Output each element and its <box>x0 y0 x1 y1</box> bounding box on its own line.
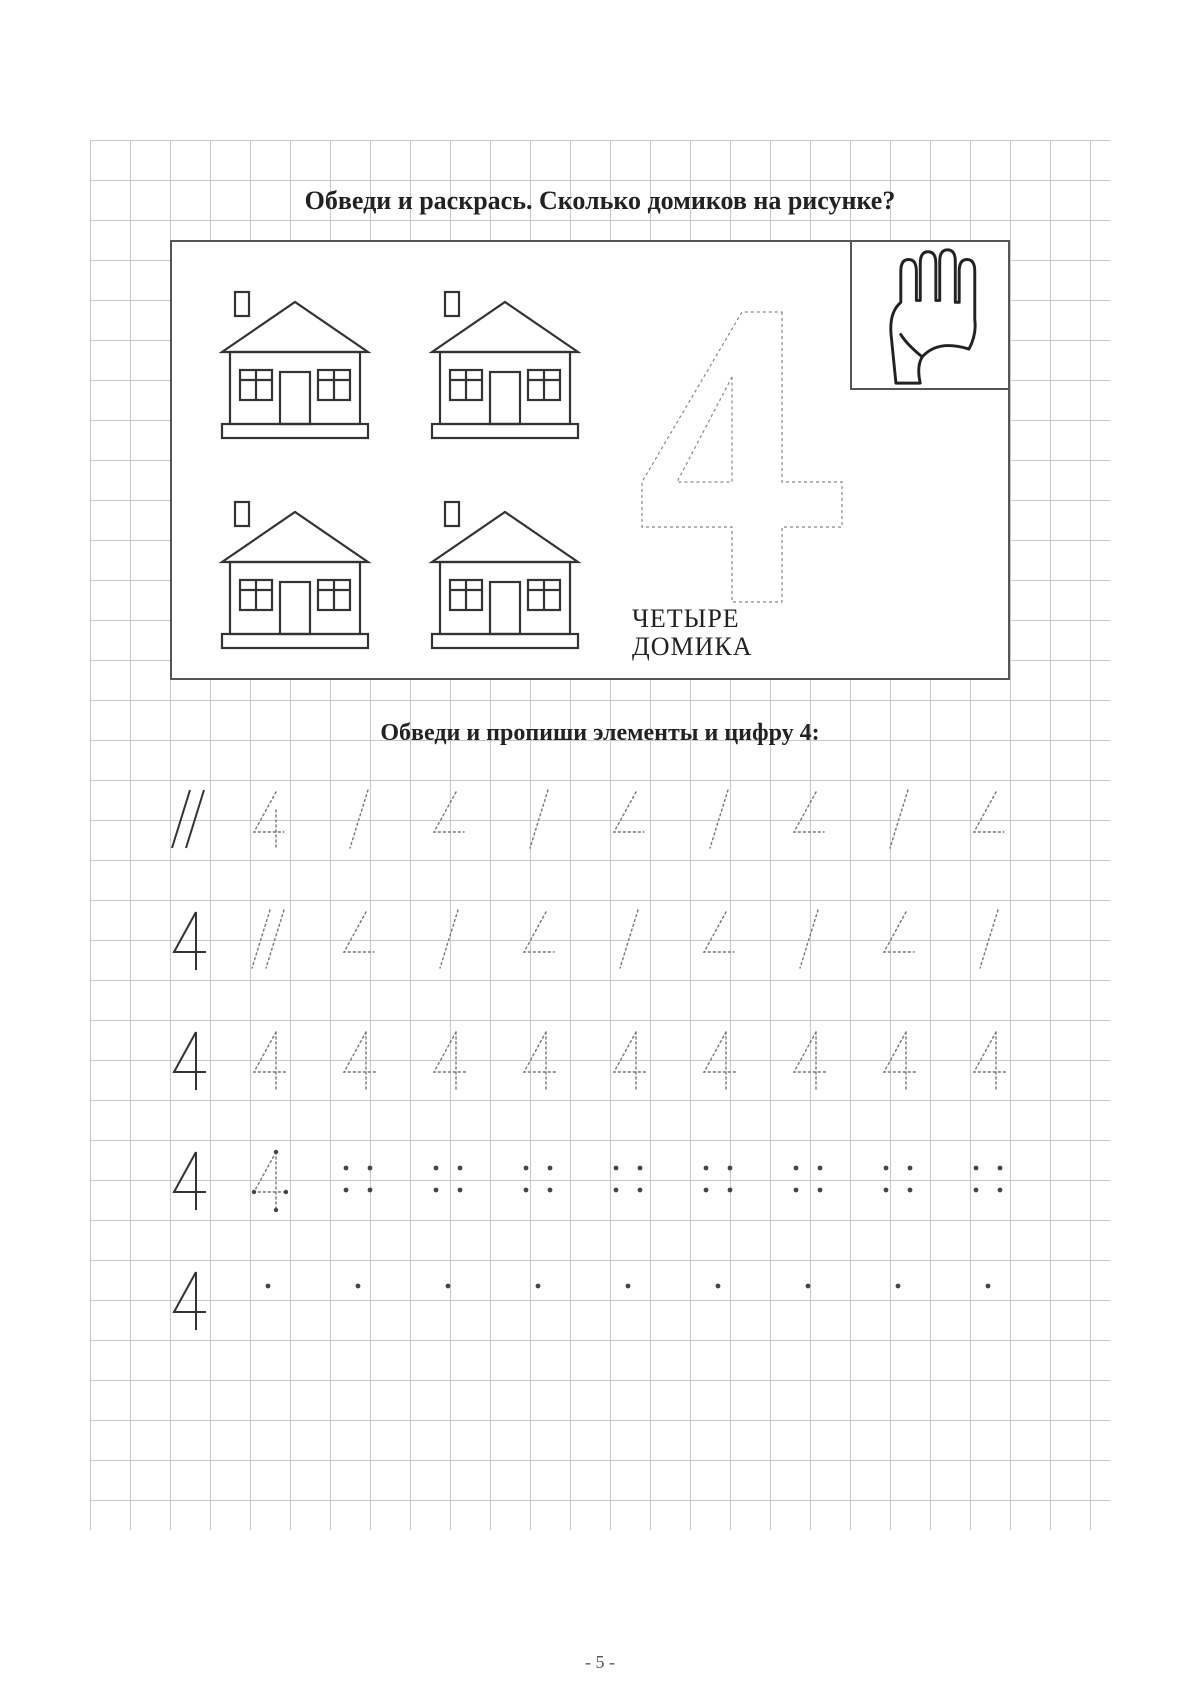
practice-glyph <box>770 780 850 860</box>
practice-glyph <box>150 780 230 860</box>
practice-glyph <box>410 1020 490 1100</box>
practice-glyph <box>500 1260 580 1340</box>
practice-glyph <box>150 1260 230 1340</box>
practice-glyph <box>680 1140 760 1220</box>
practice-row-3 <box>150 1020 1050 1100</box>
practice-glyph <box>950 900 1030 980</box>
practice-glyph <box>150 1140 230 1220</box>
practice-glyph <box>230 1260 310 1340</box>
practice-glyph <box>860 780 940 860</box>
practice-glyph <box>680 780 760 860</box>
practice-glyph <box>860 1020 940 1100</box>
house-3 <box>200 472 390 662</box>
exercise-panel: ЧЕТЫРЕ ДОМИКА <box>170 240 1010 680</box>
grid-paper: Обведи и раскрась. Сколько домиков на ри… <box>90 140 1110 1530</box>
practice-glyph <box>320 900 400 980</box>
worksheet-page: Обведи и раскрась. Сколько домиков на ри… <box>0 0 1200 1697</box>
practice-glyph <box>680 1020 760 1100</box>
practice-glyph <box>950 1260 1030 1340</box>
page-number: - 5 - <box>0 1652 1200 1673</box>
practice-glyph <box>320 1140 400 1220</box>
practice-glyph <box>500 1140 580 1220</box>
practice-glyph <box>590 900 670 980</box>
houses-group <box>190 252 610 672</box>
house-1 <box>200 262 390 452</box>
practice-glyph <box>860 1260 940 1340</box>
practice-glyph <box>500 780 580 860</box>
practice-glyph <box>150 900 230 980</box>
practice-glyph <box>320 1260 400 1340</box>
practice-row-4 <box>150 1140 1050 1220</box>
practice-glyph <box>230 1020 310 1100</box>
caption-line2: ДОМИКА <box>632 632 753 661</box>
practice-glyph <box>770 900 850 980</box>
practice-glyph <box>230 780 310 860</box>
practice-glyph <box>590 1260 670 1340</box>
practice-glyph <box>950 780 1030 860</box>
practice-glyph <box>230 1140 310 1220</box>
practice-glyph <box>770 1140 850 1220</box>
practice-glyph <box>590 780 670 860</box>
practice-glyph <box>770 1020 850 1100</box>
practice-row-5 <box>150 1260 1050 1340</box>
caption-line1: ЧЕТЫРЕ <box>632 604 740 633</box>
practice-glyph <box>860 900 940 980</box>
practice-row-1 <box>150 780 1050 860</box>
practice-glyph <box>680 1260 760 1340</box>
instruction-top: Обведи и раскрась. Сколько домиков на ри… <box>210 186 990 216</box>
practice-glyph <box>500 900 580 980</box>
practice-glyph <box>590 1020 670 1100</box>
practice-glyph <box>320 1020 400 1100</box>
practice-glyph <box>770 1260 850 1340</box>
practice-glyph <box>590 1140 670 1220</box>
practice-glyph <box>320 780 400 860</box>
practice-row-2 <box>150 900 1050 980</box>
practice-glyph <box>150 1020 230 1100</box>
panel-caption: ЧЕТЫРЕ ДОМИКА <box>632 605 753 662</box>
practice-glyph <box>500 1020 580 1100</box>
practice-glyph <box>860 1140 940 1220</box>
house-2 <box>410 262 600 452</box>
instruction-bottom: Обведи и пропиши элементы и цифру 4: <box>210 720 990 747</box>
hand-box <box>850 240 1010 390</box>
practice-glyph <box>410 780 490 860</box>
practice-glyph <box>410 900 490 980</box>
practice-glyph <box>230 900 310 980</box>
practice-glyph <box>410 1260 490 1340</box>
practice-glyph <box>680 900 760 980</box>
big-number-4 <box>632 302 862 612</box>
house-4 <box>410 472 600 662</box>
practice-glyph <box>950 1140 1030 1220</box>
practice-glyph <box>950 1020 1030 1100</box>
practice-glyph <box>410 1140 490 1220</box>
